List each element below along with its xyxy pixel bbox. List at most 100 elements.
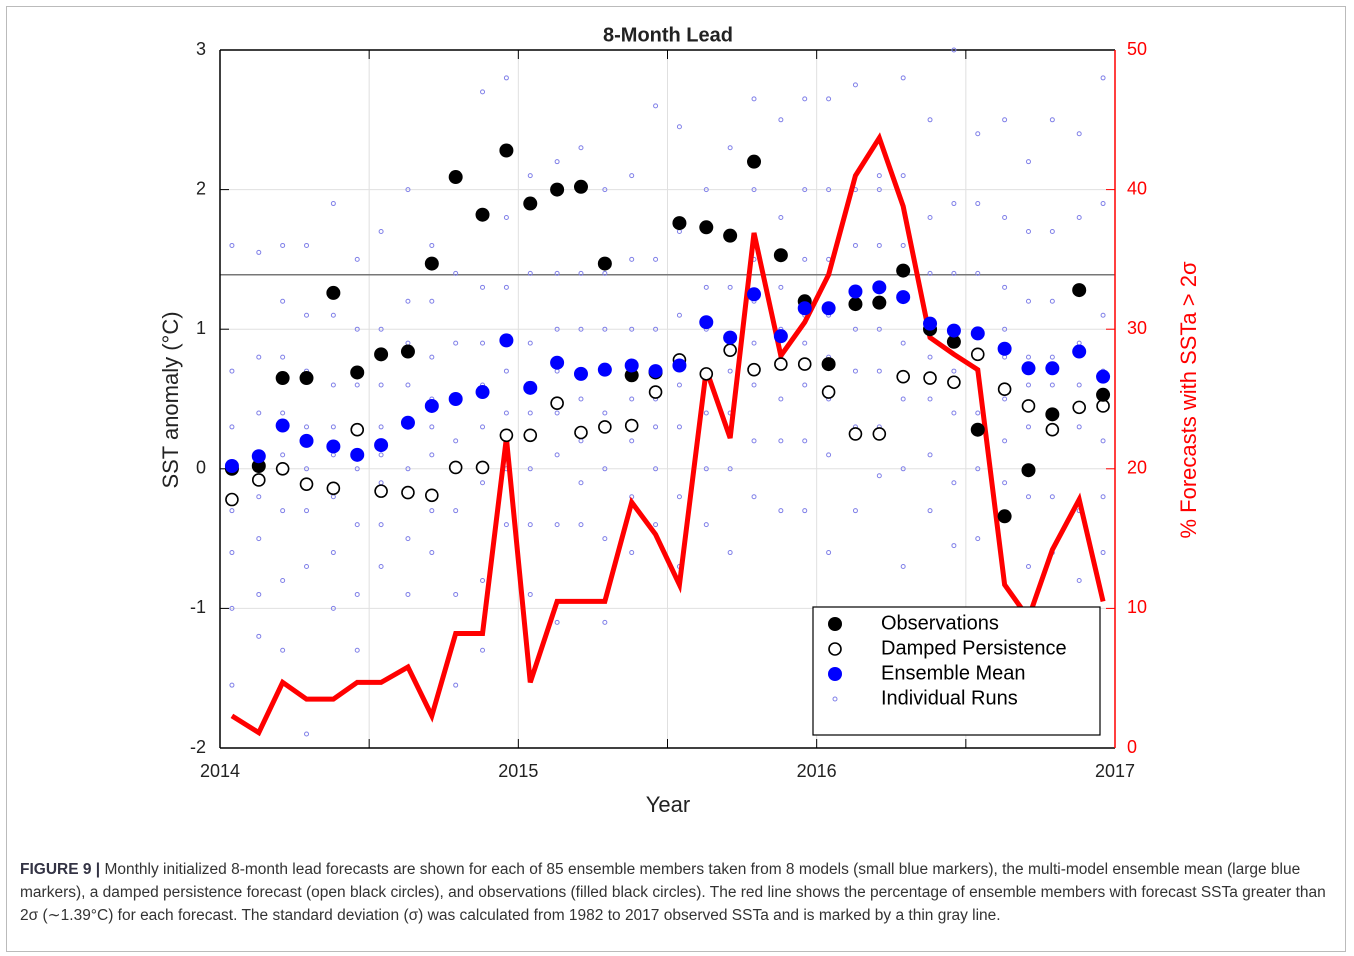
individual-run xyxy=(330,550,336,556)
individual-run xyxy=(629,438,635,444)
individual-run xyxy=(527,591,533,597)
individual-run xyxy=(727,145,733,151)
individual-run xyxy=(405,187,411,193)
individual-run xyxy=(527,270,533,276)
individual-run xyxy=(1049,382,1055,388)
individual-run xyxy=(330,605,336,611)
individual-run xyxy=(503,410,509,416)
filled-marker xyxy=(550,355,565,370)
individual-run xyxy=(727,550,733,556)
legend-label: Individual Runs xyxy=(881,687,1018,709)
individual-run xyxy=(480,480,486,486)
individual-run xyxy=(453,438,459,444)
individual-run xyxy=(256,536,262,542)
filled-marker xyxy=(946,334,961,349)
individual-run xyxy=(280,647,286,653)
open-marker xyxy=(299,477,314,491)
legend-label: Damped Persistence xyxy=(881,637,1067,659)
individual-run xyxy=(503,284,509,290)
individual-run xyxy=(578,438,584,444)
open-marker xyxy=(1072,400,1086,415)
y-tick-label: 1 xyxy=(196,318,206,338)
individual-run xyxy=(778,438,784,444)
individual-run xyxy=(1049,494,1055,500)
filled-marker xyxy=(499,333,514,348)
filled-marker xyxy=(350,365,365,380)
individual-run xyxy=(1100,312,1106,318)
filled-marker xyxy=(896,290,911,305)
individual-run xyxy=(826,550,832,556)
open-marker xyxy=(350,422,365,437)
filled-marker xyxy=(597,256,612,271)
chart: 8-Month Lead Year SST anomaly (°C) % For… xyxy=(158,24,1201,817)
individual-run xyxy=(578,396,584,402)
individual-run xyxy=(876,326,882,332)
individual-run xyxy=(280,508,286,514)
filled-marker xyxy=(523,380,538,395)
individual-run xyxy=(578,270,584,276)
filled-marker xyxy=(797,301,812,316)
individual-run xyxy=(229,368,235,374)
filled-marker xyxy=(896,263,911,278)
individual-run xyxy=(1049,298,1055,304)
filled-marker xyxy=(970,326,985,341)
individual-run xyxy=(527,466,533,472)
open-marker xyxy=(797,357,812,371)
legend-box xyxy=(812,606,1101,736)
individual-run xyxy=(876,242,882,248)
filled-marker xyxy=(1072,283,1087,298)
individual-run xyxy=(951,47,957,53)
individual-run xyxy=(927,215,933,221)
filled-marker xyxy=(374,347,389,362)
individual-run xyxy=(751,187,757,193)
individual-run xyxy=(951,270,957,276)
legend-label: Ensemble Mean xyxy=(881,662,1026,684)
individual-run xyxy=(876,173,882,179)
filled-marker xyxy=(499,143,514,158)
individual-run xyxy=(951,368,957,374)
individual-run xyxy=(280,577,286,583)
individual-run xyxy=(703,284,709,290)
individual-run xyxy=(676,382,682,388)
individual-run xyxy=(1002,215,1008,221)
individual-run xyxy=(405,298,411,304)
individual-run xyxy=(927,117,933,123)
y-tick-label: 3 xyxy=(196,39,206,59)
individual-run xyxy=(354,326,360,332)
filled-marker xyxy=(448,170,463,185)
individual-run xyxy=(480,577,486,583)
individual-run xyxy=(503,368,509,374)
individual-run xyxy=(527,173,533,179)
individual-run xyxy=(727,368,733,374)
filled-marker xyxy=(424,256,439,271)
individual-run xyxy=(751,382,757,388)
individual-run xyxy=(1100,494,1106,500)
individual-run xyxy=(503,75,509,81)
individual-run xyxy=(304,466,310,472)
individual-run xyxy=(951,543,957,549)
individual-run xyxy=(330,312,336,318)
individual-run xyxy=(554,452,560,458)
individual-run xyxy=(1076,382,1082,388)
individual-run xyxy=(527,522,533,528)
individual-run xyxy=(1076,131,1082,137)
individual-run xyxy=(453,508,459,514)
individual-run xyxy=(629,396,635,402)
legend-marker xyxy=(828,642,842,656)
individual-run xyxy=(900,173,906,179)
filled-marker xyxy=(648,364,663,379)
individual-run xyxy=(229,682,235,688)
individual-run xyxy=(330,382,336,388)
x-tick-label: 2014 xyxy=(200,761,240,781)
individual-run xyxy=(900,340,906,346)
individual-run xyxy=(503,215,509,221)
individual-run xyxy=(826,452,832,458)
individual-run xyxy=(304,508,310,514)
filled-marker xyxy=(251,449,266,464)
individual-run xyxy=(1002,396,1008,402)
individual-run xyxy=(354,591,360,597)
individual-run xyxy=(330,201,336,207)
individual-run xyxy=(653,522,659,528)
individual-run xyxy=(900,466,906,472)
filled-marker xyxy=(597,362,612,377)
